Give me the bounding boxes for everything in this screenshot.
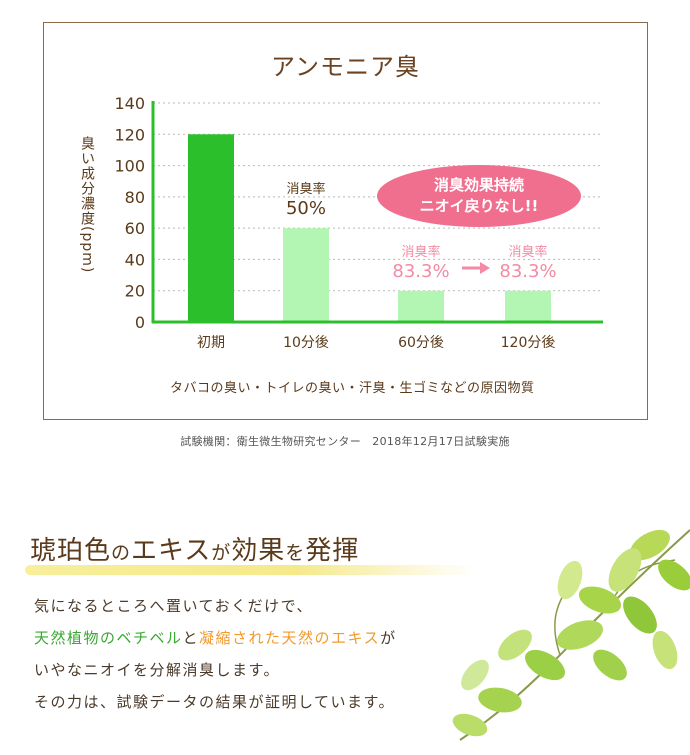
x-tick-label: 初期	[197, 334, 225, 351]
body-line-3: いやなニオイを分解消臭します。	[34, 661, 281, 679]
y-axis-label: 臭い成分濃度(ppm)	[79, 136, 95, 274]
x-tick-label: 10分後	[283, 335, 329, 351]
bar-3	[505, 290, 551, 322]
y-tick-label: 120	[114, 125, 145, 144]
body-line-2: 天然植物のベチベルと凝縮された天然のエキスが	[34, 629, 397, 647]
rate-label-10min: 消臭率	[286, 182, 326, 198]
body-line-1: 気になるところへ置いておくだけで、	[34, 597, 314, 615]
section-heading: 琥珀色のエキスが効果を発揮	[30, 536, 360, 566]
effect-badge: 消臭効果持続 ニオイ戻りなし!!	[377, 165, 581, 227]
x-tick-label: 120分後	[501, 335, 556, 351]
rate-label-60min: 消臭率	[401, 244, 441, 260]
y-tick-label: 20	[125, 282, 145, 301]
bar-1	[283, 228, 329, 322]
y-tick-label: 60	[125, 219, 145, 238]
y-tick-label: 140	[114, 94, 145, 113]
heading-highlight	[25, 565, 475, 575]
rate-value-10min: 50%	[285, 198, 326, 220]
chart-caption: タバコの臭い・トイレの臭い・汗臭・生ゴミなどの原因物質	[170, 381, 535, 396]
bar-chart: 0 20 40 60 80 100 120 140 初期 10分後 60分後 120分後	[114, 94, 603, 351]
rate-label-120min: 消臭率	[508, 244, 548, 260]
bar-0	[188, 134, 234, 322]
y-tick-label: 0	[135, 313, 145, 332]
test-info: 試験機関：衛生微生物研究センター 2018年12月17日試験実施	[180, 435, 510, 448]
leaves-illustration	[452, 529, 690, 741]
badge-line-2: ニオイ戻りなし!!	[419, 197, 539, 215]
x-tick-label: 60分後	[398, 335, 444, 351]
chart-title: アンモニア臭	[270, 53, 421, 81]
bar-2	[398, 290, 444, 322]
rate-value-60min: 83.3%	[392, 260, 450, 282]
body-line-4: その力は、試験データの結果が証明しています。	[34, 693, 396, 711]
rate-value-120min: 83.3%	[499, 260, 557, 282]
y-tick-label: 40	[125, 250, 145, 269]
chart-frame: アンモニア臭 タバコの臭い・トイレの臭い・汗臭・生ゴミなどの原因物質	[43, 22, 648, 420]
y-tick-label: 100	[114, 157, 145, 176]
y-tick-label: 80	[125, 188, 145, 207]
arrow-icon	[480, 262, 490, 274]
badge-line-1: 消臭効果持続	[433, 176, 524, 194]
